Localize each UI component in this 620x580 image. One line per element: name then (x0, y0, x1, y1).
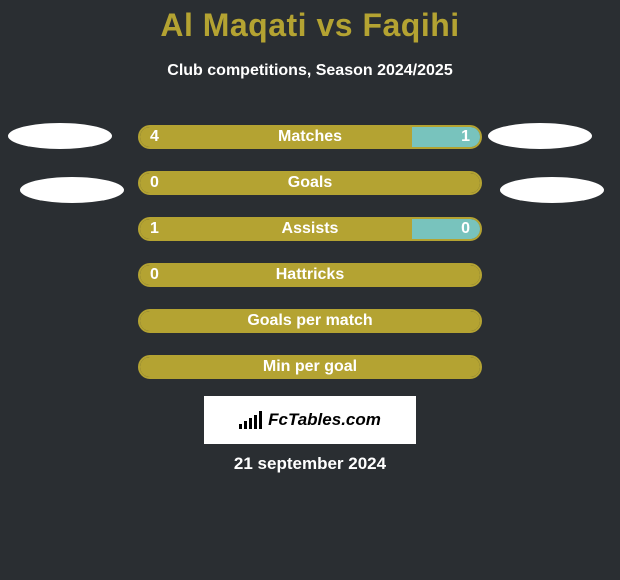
brand-badge[interactable]: FcTables.com (204, 396, 416, 444)
stat-track (140, 311, 480, 331)
footer-date: 21 september 2024 (0, 454, 620, 474)
page-title: Al Maqati vs Faqihi (0, 8, 620, 43)
stat-row: Min per goal (138, 355, 482, 379)
player-right-name: Faqihi (362, 7, 459, 43)
stat-row: Matches41 (138, 125, 482, 149)
stat-fill-right (412, 219, 480, 239)
player-left-photo-top (8, 123, 112, 149)
page-subtitle: Club competitions, Season 2024/2025 (0, 62, 620, 80)
stat-track (140, 173, 480, 193)
stat-row: Goals0 (138, 171, 482, 195)
player-right-photo-bottom (500, 177, 604, 203)
stat-fill-right (412, 127, 480, 147)
stat-row: Assists10 (138, 217, 482, 241)
brand-bars-icon (239, 411, 262, 429)
player-left-photo-bottom (20, 177, 124, 203)
stat-row: Hattricks0 (138, 263, 482, 287)
stat-track (140, 357, 480, 377)
stats-area: Matches41 Goals0 Assists10 Hattricks0 Goals … (138, 125, 482, 379)
brand-text: FcTables.com (268, 410, 381, 430)
player-left-name: Al Maqati (160, 7, 307, 43)
player-right-photo-top (488, 123, 592, 149)
stat-track (140, 265, 480, 285)
stat-row: Goals per match (138, 309, 482, 333)
vs-separator: vs (307, 7, 362, 43)
